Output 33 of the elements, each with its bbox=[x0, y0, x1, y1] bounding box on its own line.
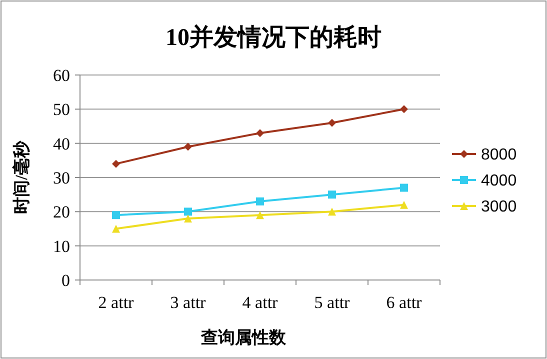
point bbox=[256, 197, 264, 206]
legend-label: 4000 bbox=[481, 172, 517, 190]
y-tick-label: 60 bbox=[53, 66, 70, 85]
point bbox=[184, 208, 192, 216]
point bbox=[184, 214, 192, 222]
x-tick-label: 6 attr bbox=[386, 293, 422, 312]
legend-label: 8000 bbox=[481, 146, 517, 164]
legend-label: 3000 bbox=[481, 198, 517, 216]
point bbox=[112, 211, 120, 220]
x-tick-label: 4 attr bbox=[242, 293, 278, 312]
x-tick-label: 3 attr bbox=[170, 293, 206, 312]
chart-title: 10并发情况下的耗时 bbox=[166, 24, 382, 51]
point bbox=[400, 184, 408, 192]
x-tick-label: 5 attr bbox=[314, 293, 350, 312]
point bbox=[400, 105, 408, 114]
y-tick-label: 50 bbox=[53, 100, 70, 120]
point bbox=[256, 129, 264, 138]
point bbox=[112, 160, 120, 168]
y-tick-label: 10 bbox=[53, 236, 70, 256]
y-tick-label: 30 bbox=[53, 168, 70, 188]
y-tick-label: 40 bbox=[53, 134, 70, 154]
x-axis-title: 查询属性数 bbox=[200, 328, 287, 347]
point bbox=[328, 190, 336, 199]
y-tick-label: 0 bbox=[62, 270, 70, 290]
point bbox=[112, 224, 120, 233]
point bbox=[328, 208, 336, 216]
point bbox=[256, 211, 264, 220]
point bbox=[400, 200, 408, 209]
y-tick-label: 20 bbox=[53, 202, 70, 222]
point bbox=[184, 142, 192, 151]
point bbox=[328, 118, 336, 127]
y-axis-title: 时间/毫秒 bbox=[11, 140, 31, 214]
x-tick-label: 2 attr bbox=[98, 293, 134, 312]
